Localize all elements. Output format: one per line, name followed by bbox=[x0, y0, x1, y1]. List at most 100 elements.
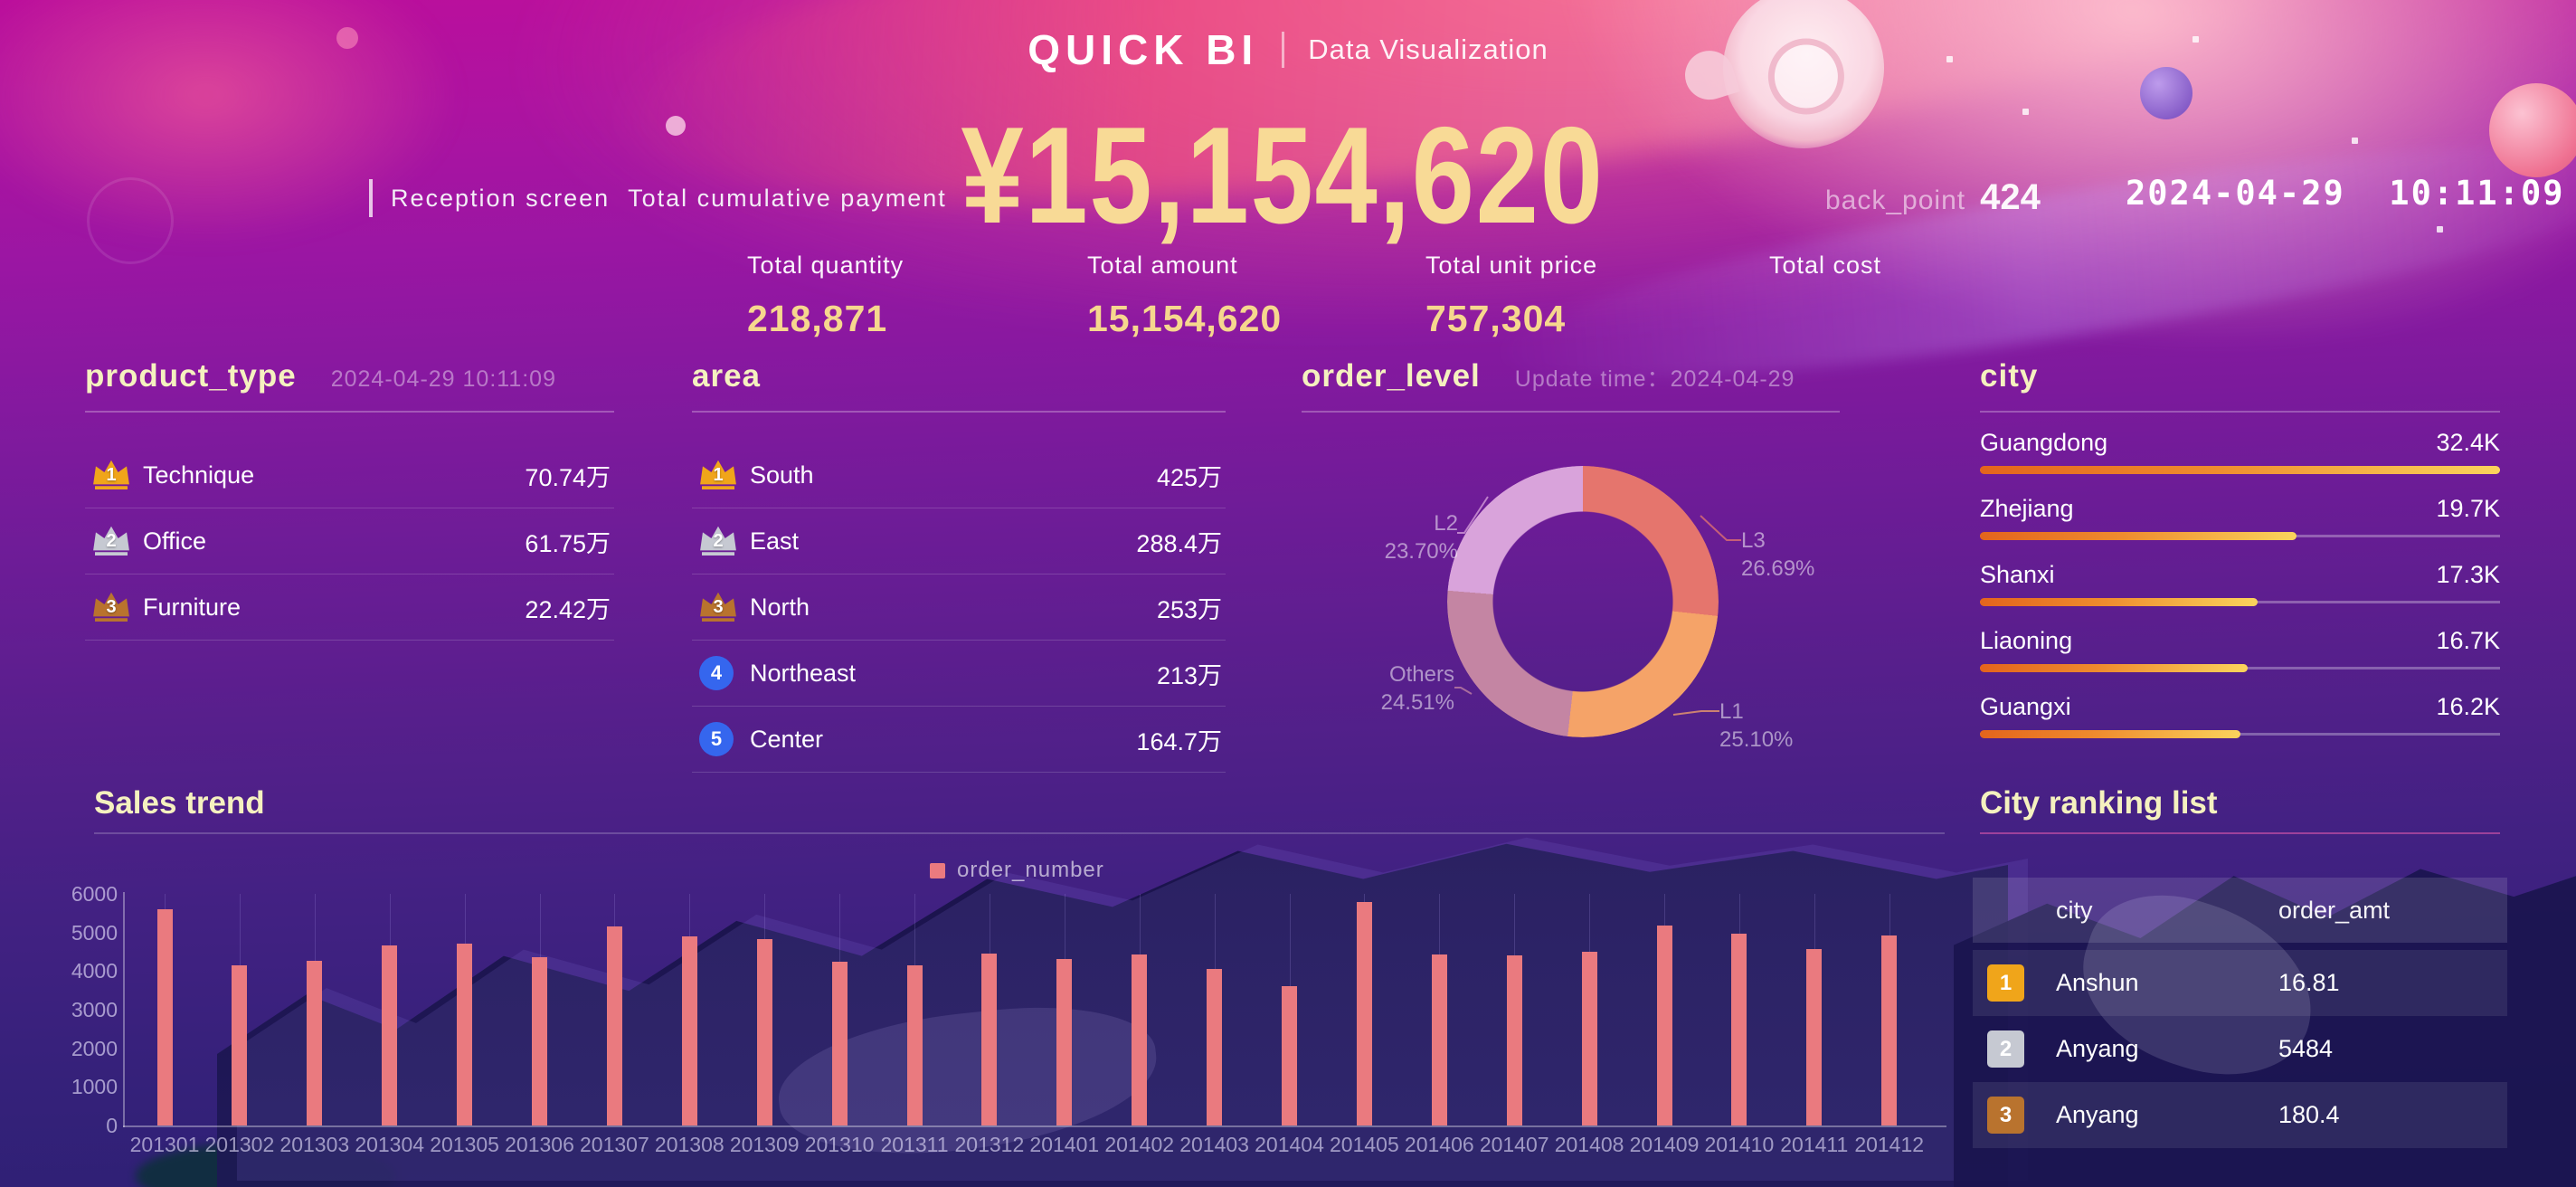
donut-label-Others: Others 24.51% bbox=[1320, 660, 1454, 717]
cell-order-amt: 16.81 bbox=[2278, 969, 2340, 996]
bar-201404[interactable] bbox=[1282, 986, 1297, 1125]
bar-201401[interactable] bbox=[1056, 959, 1073, 1125]
list-item: 5 Center 164.7万 bbox=[692, 707, 1226, 772]
stat-label: Total amount bbox=[1087, 252, 1238, 279]
bar-201306[interactable] bbox=[532, 956, 547, 1125]
stat-label: Total unit price bbox=[1425, 252, 1598, 279]
sales-trend-bar-chart[interactable]: 0 1000 2000 3000 4000 5000 6000 201301 201302 201… bbox=[71, 841, 1957, 1167]
rank-4-badge: 4 bbox=[699, 656, 734, 690]
bar-201308[interactable] bbox=[681, 936, 697, 1125]
slice-percent: 26.69% bbox=[1741, 556, 1815, 581]
bar-201412[interactable] bbox=[1881, 935, 1898, 1125]
item-value: 22.42万 bbox=[525, 595, 611, 623]
item-value: 213万 bbox=[1156, 661, 1222, 689]
faint-ring-decoration bbox=[87, 177, 174, 264]
bar-201403[interactable] bbox=[1207, 968, 1223, 1125]
panel-title: City ranking list bbox=[1980, 785, 2218, 821]
item-value: 70.74万 bbox=[525, 463, 611, 491]
list-item: 2 East 288.4万 bbox=[692, 508, 1226, 574]
bronze-crown-icon: 3 bbox=[90, 587, 132, 627]
y-axis-line bbox=[123, 892, 125, 1127]
bar-201304[interactable] bbox=[382, 945, 398, 1125]
cream-dot-decoration bbox=[666, 116, 686, 136]
city-value: 19.7K bbox=[2436, 495, 2500, 522]
stat-label: Total quantity bbox=[747, 252, 904, 279]
total-payment-value: ¥15,154,620 bbox=[961, 99, 1605, 252]
item-label: East bbox=[750, 527, 800, 555]
cell-order-amt: 180.4 bbox=[2278, 1101, 2340, 1128]
bar-201410[interactable] bbox=[1731, 933, 1747, 1125]
bar-201405[interactable] bbox=[1356, 901, 1372, 1125]
bar-201311[interactable] bbox=[906, 965, 923, 1125]
cell-city: Anyang bbox=[2056, 1035, 2139, 1062]
bar-201305[interactable] bbox=[457, 944, 473, 1125]
bar-201402[interactable] bbox=[1132, 954, 1148, 1125]
bar-201407[interactable] bbox=[1506, 955, 1522, 1125]
panel-order-level: order_level Update time：2024-04-29 L2 23.… bbox=[1302, 358, 1840, 770]
bar-201307[interactable] bbox=[606, 926, 622, 1125]
rank-5-badge: 5 bbox=[699, 722, 734, 756]
panel-title: product_type bbox=[85, 358, 297, 394]
stat-label: Total cost bbox=[1769, 252, 1882, 279]
y-axis-tick-label: 4000 bbox=[71, 959, 118, 983]
item-value: 61.75万 bbox=[525, 529, 611, 557]
city-bar[interactable] bbox=[1980, 664, 2249, 672]
bar-201312[interactable] bbox=[981, 953, 998, 1125]
city-bar[interactable] bbox=[1980, 532, 2297, 540]
slice-percent: 23.70% bbox=[1384, 539, 1458, 564]
order-level-donut-chart[interactable] bbox=[1447, 466, 1719, 737]
slice-percent: 25.10% bbox=[1719, 727, 1794, 752]
back-point-label: back_point bbox=[1825, 185, 1966, 215]
cell-order-amt: 5484 bbox=[2278, 1035, 2334, 1062]
purple-sphere-decoration bbox=[2140, 67, 2192, 119]
bar-201301[interactable] bbox=[156, 909, 173, 1125]
bar-201411[interactable] bbox=[1806, 949, 1823, 1125]
bar-201409[interactable] bbox=[1656, 925, 1672, 1125]
list-item: 3 Furniture 22.42万 bbox=[85, 575, 614, 640]
bar-201408[interactable] bbox=[1581, 952, 1597, 1125]
panel-title-divider bbox=[1980, 832, 2500, 834]
donut-label-L3: L3 26.69% bbox=[1741, 527, 1814, 583]
bar-track bbox=[1980, 733, 2500, 736]
slice-name: L1 bbox=[1719, 699, 1744, 724]
y-axis-tick-label: 1000 bbox=[71, 1075, 118, 1099]
gold-crown-icon: 1 bbox=[90, 455, 132, 495]
row-separator bbox=[692, 772, 1226, 773]
x-axis-line bbox=[123, 1125, 1946, 1127]
kpi-label-group: Reception screen Total cumulative paymen… bbox=[369, 179, 947, 217]
city-bar[interactable] bbox=[1980, 598, 2259, 606]
x-axis-tick-label: 201412 bbox=[1854, 1133, 1925, 1156]
cell-city: Anyang bbox=[2056, 1101, 2139, 1128]
bar-201302[interactable] bbox=[232, 964, 248, 1125]
table-row: 1 Anshun 16.81 bbox=[1973, 950, 2507, 1016]
item-value: 288.4万 bbox=[1136, 529, 1222, 557]
city-bar-row: Guangxi 16.2K bbox=[1980, 693, 2500, 738]
city-bar-row: Zhejiang 19.7K bbox=[1980, 495, 2500, 540]
stat-value: 218,871 bbox=[747, 298, 888, 339]
row-separator bbox=[692, 640, 1226, 641]
city-bar[interactable] bbox=[1980, 466, 2500, 474]
stat-value: 757,304 bbox=[1425, 298, 1567, 339]
panel-timestamp: 2024-04-29 10:11:09 bbox=[330, 366, 556, 392]
item-value: 425万 bbox=[1156, 463, 1222, 491]
bar-201406[interactable] bbox=[1431, 954, 1447, 1125]
stat-total-cost: Total cost bbox=[1769, 252, 1881, 298]
city-bar[interactable] bbox=[1980, 730, 2240, 738]
back-point-value: 424 bbox=[1980, 177, 2041, 217]
bar-201303[interactable] bbox=[307, 960, 323, 1125]
stat-total-unit-price: Total unit price 757,304 bbox=[1425, 252, 1597, 340]
city-value: 16.7K bbox=[2436, 627, 2500, 654]
stat-total-quantity: Total quantity 218,871 bbox=[747, 252, 904, 340]
slice-name: L2 bbox=[1434, 511, 1458, 536]
city-bar-row: Guangdong 32.4K bbox=[1980, 429, 2500, 474]
list-item: 1 Technique 70.74万 bbox=[85, 442, 614, 508]
panel-city: city Guangdong 32.4K Zhejiang 19.7K Shan… bbox=[1980, 358, 2500, 770]
bar-201310[interactable] bbox=[831, 961, 848, 1125]
item-label: Furniture bbox=[143, 593, 242, 621]
column-header-order-amt: order_amt bbox=[2278, 897, 2391, 924]
panel-title: city bbox=[1980, 358, 2039, 394]
row-separator bbox=[85, 640, 614, 641]
bar-201309[interactable] bbox=[756, 939, 772, 1125]
screen-label: Reception screen bbox=[391, 184, 611, 212]
